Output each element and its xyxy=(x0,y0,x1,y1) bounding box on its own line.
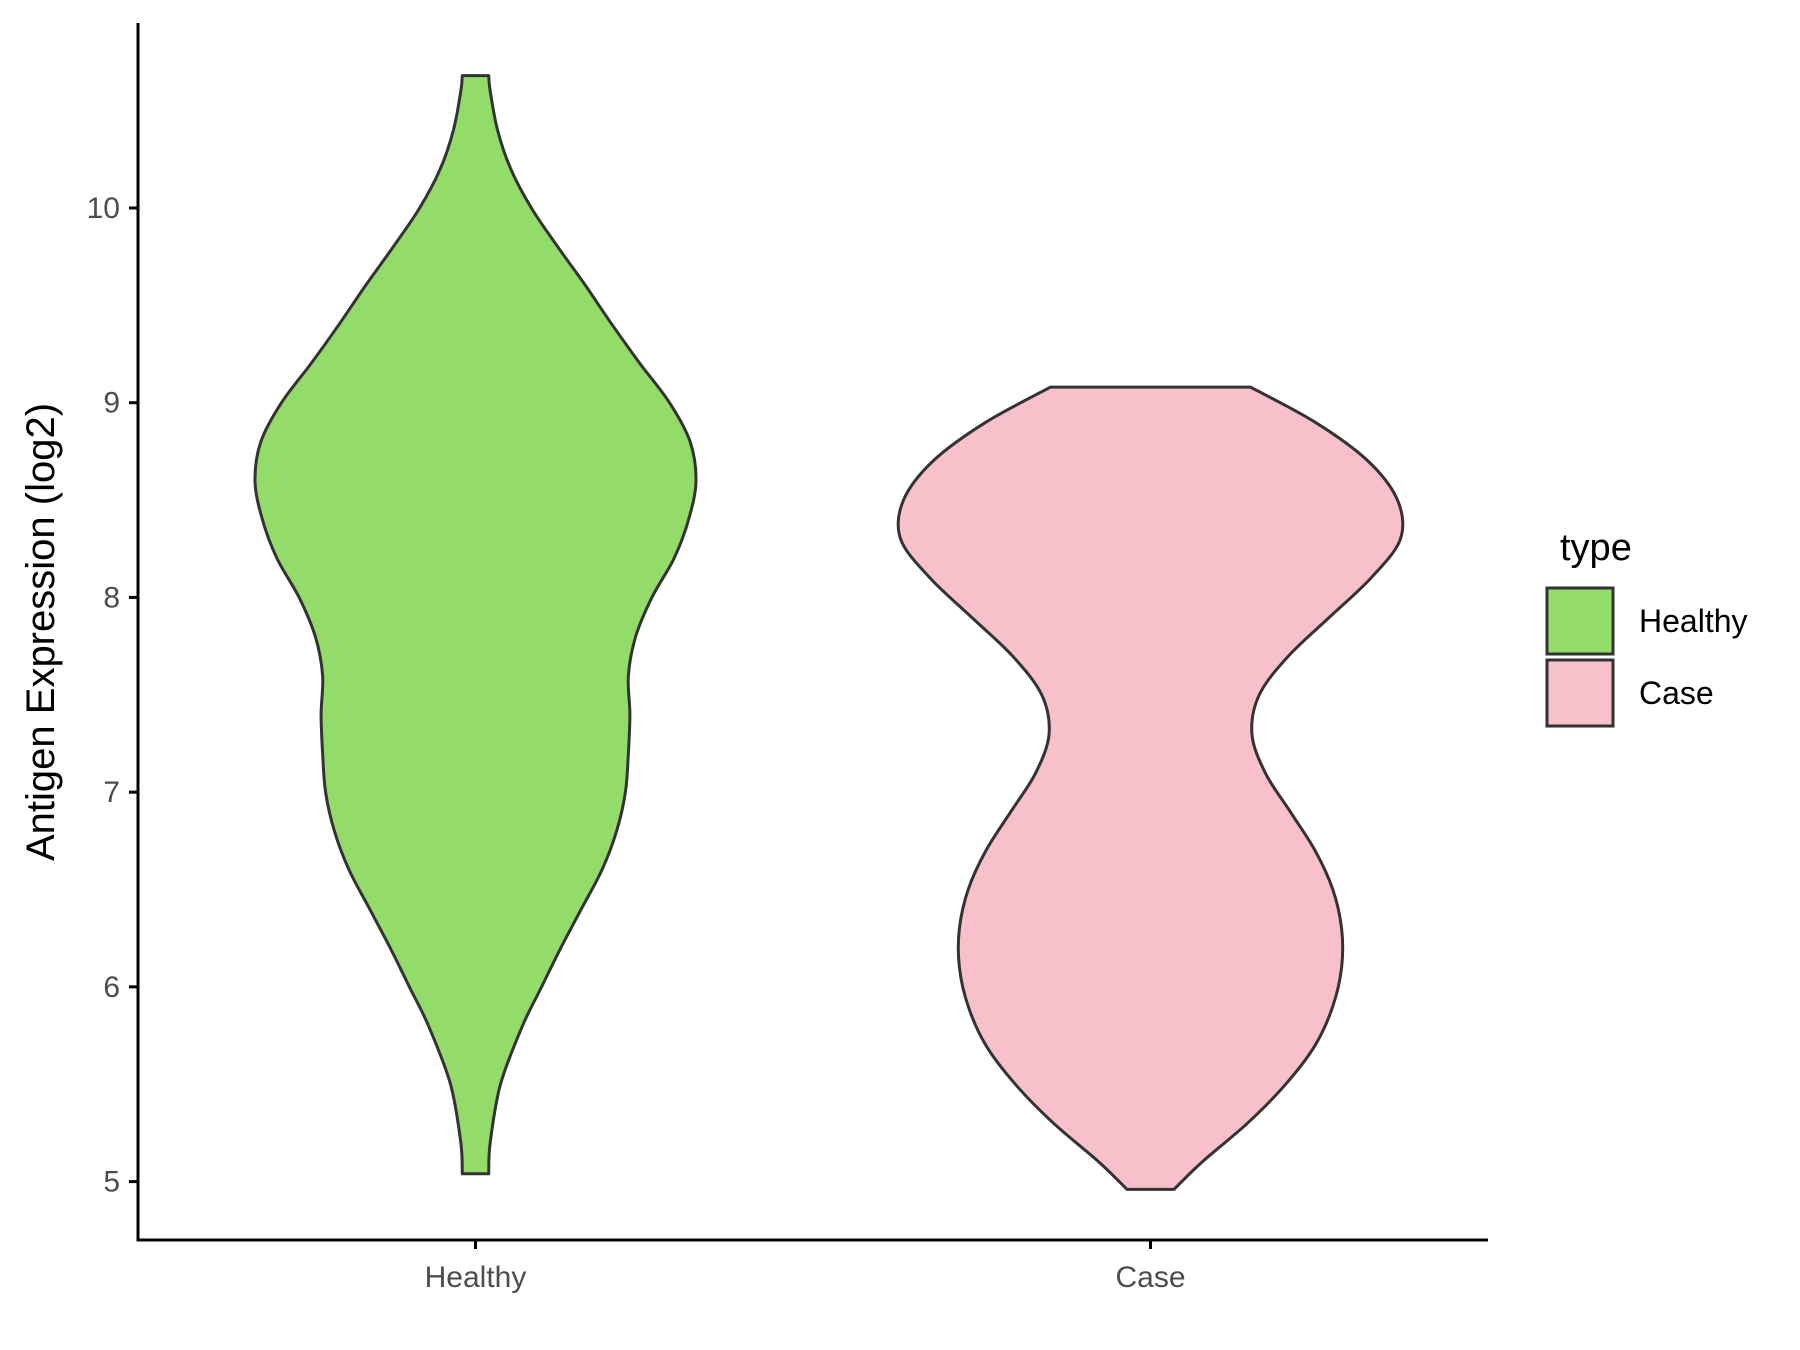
x-ticks: Healthy Case xyxy=(425,1240,1186,1294)
y-tick-label-4: 9 xyxy=(103,387,120,420)
y-tick-label-5: 10 xyxy=(87,192,120,225)
legend-label-case: Case xyxy=(1639,675,1714,711)
violin-case xyxy=(896,385,1405,1191)
legend-label-healthy: Healthy xyxy=(1639,603,1748,639)
y-axis-title: Antigen Expression (log2) xyxy=(19,403,63,861)
legend: type Healthy Case xyxy=(1545,527,1748,728)
legend-title: type xyxy=(1560,527,1632,569)
x-tick-label-0: Healthy xyxy=(425,1261,527,1294)
x-tick-label-1: Case xyxy=(1115,1261,1185,1294)
legend-key-case xyxy=(1545,658,1615,728)
y-tick-label-0: 5 xyxy=(103,1166,120,1199)
legend-key-healthy xyxy=(1545,586,1615,656)
violin-layer xyxy=(253,74,1405,1191)
y-tick-label-2: 7 xyxy=(103,776,120,809)
legend-items: Healthy Case xyxy=(1545,586,1748,728)
y-tick-label-3: 8 xyxy=(103,581,120,614)
y-tick-label-1: 6 xyxy=(103,971,120,1004)
violin-healthy xyxy=(253,74,698,1176)
y-ticks: 5 6 7 8 9 10 xyxy=(87,192,138,1199)
axes: 5 6 7 8 9 10 Healthy Case Antigen Expression (… xyxy=(19,23,1488,1294)
